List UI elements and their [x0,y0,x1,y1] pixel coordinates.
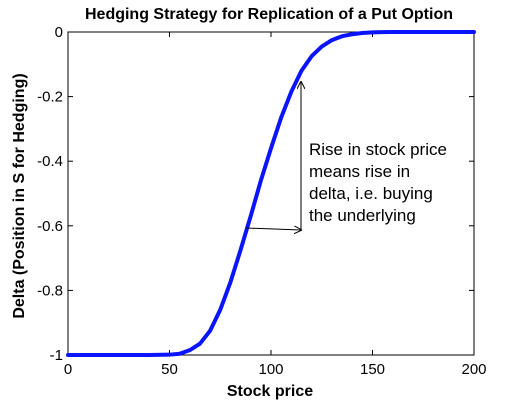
x-tick-label: 50 [161,361,178,378]
x-tick-label: 200 [461,361,486,378]
y-axis-label: Delta (Position in S for Hedging) [11,73,28,318]
x-tick-label: 100 [258,361,283,378]
annotation-text: Rise in stock price means rise in delta,… [309,140,447,225]
axis-ticks: 0 50 100 150 200 0 -0.2 -0.4 -0.6 -0.8 -1 [37,24,486,378]
annotation-line: the underlying [309,206,416,225]
y-tick-label: -0.6 [37,218,63,235]
y-tick-label: -0.8 [37,282,63,299]
series-line-delta [66,30,476,357]
annotation-arrow-horizontal [245,228,301,230]
annotation-line: Rise in stock price [309,140,447,159]
y-tick-label: -0.2 [37,89,63,106]
series-layer [66,30,476,357]
x-axis-label: Stock price [227,383,313,400]
annotation-arrows [245,82,301,230]
chart-title: Hedging Strategy for Replication of a Pu… [85,6,453,23]
annotation-line: delta, i.e. buying [309,184,433,203]
y-tick-label: -0.4 [37,153,63,170]
y-tick-label: 0 [55,24,63,41]
x-tick-label: 150 [360,361,385,378]
y-tick-label: -1 [50,347,63,364]
x-tick-label: 0 [64,361,72,378]
annotation-line: means rise in [309,162,410,181]
